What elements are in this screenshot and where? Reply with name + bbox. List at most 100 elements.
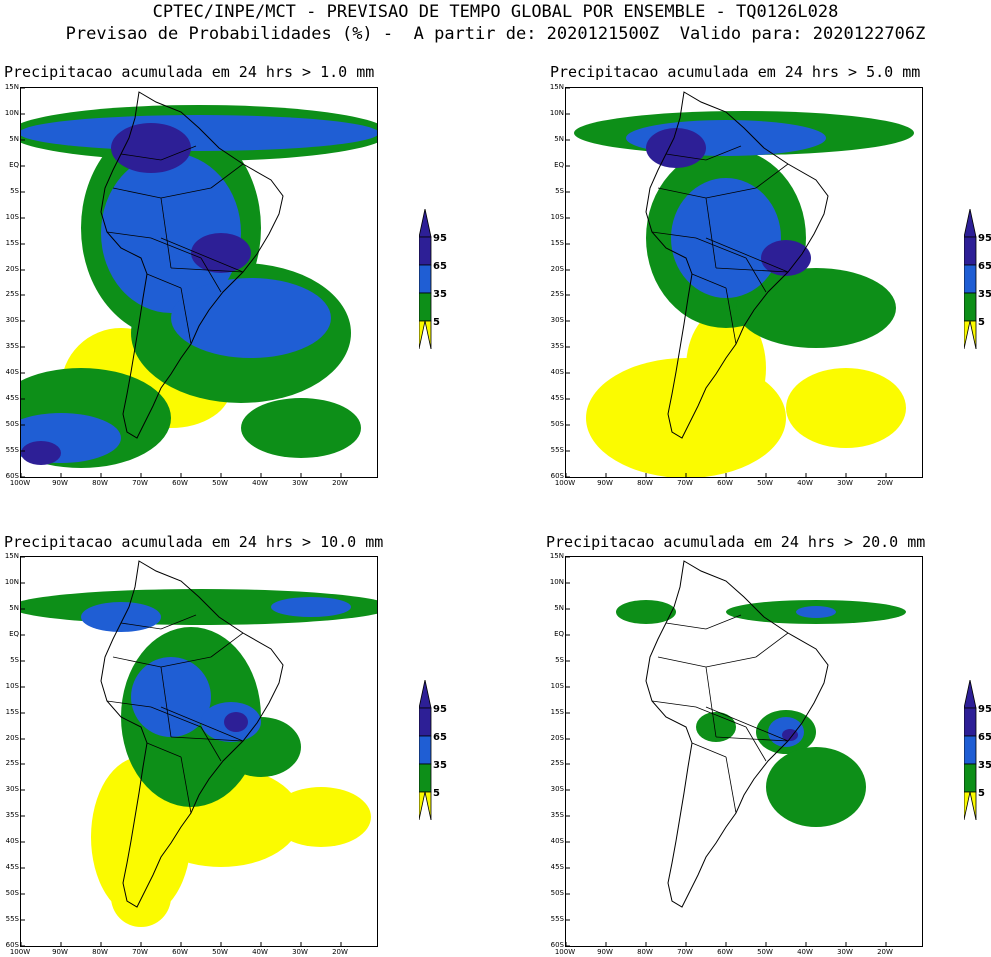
lat-label: 5N <box>554 135 564 143</box>
legend-level-label: 35 <box>978 760 991 771</box>
coastline <box>100 91 284 439</box>
lat-label: 10N <box>4 578 19 586</box>
legend-level-label: 35 <box>978 289 991 300</box>
panel-3-title: Precipitacao acumulada em 24 hrs > 10.0 … <box>4 533 384 551</box>
lat-label: 60S <box>5 941 19 949</box>
lat-label: 30S <box>5 316 19 324</box>
lon-label: 90W <box>597 948 613 956</box>
panel-2-title: Precipitacao acumulada em 24 hrs > 5.0 m… <box>550 63 921 81</box>
lon-label: 100W <box>9 479 31 487</box>
legend-level-label: 65 <box>433 732 447 743</box>
prob-area-95 <box>21 441 61 465</box>
map-svg-p3 <box>21 557 377 946</box>
lat-label: 55S <box>550 915 564 923</box>
country-border <box>160 237 244 273</box>
map-panel-2 <box>565 87 923 478</box>
legend-panel-1: 95 65 35 5 <box>418 208 459 350</box>
prob-area-95 <box>646 128 706 168</box>
legend-level-label: 35 <box>433 289 447 300</box>
lon-label: 50W <box>212 948 228 956</box>
lat-label: 10N <box>549 109 564 117</box>
prob-area-95 <box>224 712 248 732</box>
lat-label: 55S <box>5 915 19 923</box>
lat-label: EQ <box>9 630 19 638</box>
legend-arrow-top <box>963 679 977 709</box>
prob-area-35 <box>696 712 736 742</box>
legend-swatch <box>418 264 432 294</box>
lat-label: 55S <box>5 446 19 454</box>
header-title-line2: Previsao de Probabilidades (%) - A parti… <box>65 24 926 44</box>
lat-label: 30S <box>550 316 564 324</box>
country-border <box>705 706 789 742</box>
country-border <box>725 287 737 345</box>
lon-label: 20W <box>877 948 893 956</box>
lat-label: 25S <box>5 759 19 767</box>
country-border <box>160 706 244 742</box>
prob-area-95 <box>111 123 191 173</box>
legend-level-label: 95 <box>978 704 991 715</box>
prob-area-65 <box>81 602 161 632</box>
country-border <box>705 197 717 269</box>
lon-label: 90W <box>52 948 68 956</box>
lon-label: 30W <box>292 948 308 956</box>
legend-level-label: 5 <box>978 788 985 799</box>
country-border <box>745 257 767 293</box>
lon-label: 20W <box>332 479 348 487</box>
lon-label: 20W <box>877 479 893 487</box>
lon-label: 80W <box>92 948 108 956</box>
prob-area-65 <box>131 657 211 737</box>
lat-label: 35S <box>5 811 19 819</box>
lat-label: 5S <box>555 187 564 195</box>
prob-area-35 <box>736 268 896 348</box>
lat-label: 35S <box>5 342 19 350</box>
lat-label: 40S <box>5 368 19 376</box>
legend-arrow-top <box>418 208 432 238</box>
legend-swatch <box>963 236 977 266</box>
map-panel-4 <box>565 556 923 947</box>
legend-level-label: 95 <box>433 704 447 715</box>
lat-label: 35S <box>550 811 564 819</box>
legend-level-label: 5 <box>433 317 440 328</box>
country-border <box>705 237 789 273</box>
lat-label: 10N <box>549 578 564 586</box>
lat-label: 40S <box>550 368 564 376</box>
lat-label: 45S <box>550 394 564 402</box>
lon-label: 60W <box>172 479 188 487</box>
lon-label: 50W <box>212 479 228 487</box>
coastline <box>645 560 829 908</box>
lat-label: 10S <box>550 682 564 690</box>
lat-label: 10N <box>4 109 19 117</box>
country-border <box>170 267 244 273</box>
lat-label: 50S <box>550 889 564 897</box>
legend-level-label: 65 <box>978 732 991 743</box>
lat-label: 15S <box>550 239 564 247</box>
country-border <box>170 736 244 742</box>
country-border <box>691 273 727 289</box>
lon-label: 70W <box>132 948 148 956</box>
country-border <box>651 700 747 728</box>
legend-panel-3: 95 65 35 5 <box>418 679 459 821</box>
lon-label: 40W <box>797 948 813 956</box>
lat-label: 15S <box>550 708 564 716</box>
prob-area-5 <box>786 368 906 448</box>
country-border <box>200 726 222 762</box>
lat-label: 5N <box>9 604 19 612</box>
prob-area-5 <box>686 308 766 428</box>
lon-label: 70W <box>677 479 693 487</box>
lat-label: 30S <box>550 785 564 793</box>
country-border <box>180 756 192 814</box>
prob-area-95 <box>782 729 798 741</box>
legend-swatch <box>418 236 432 266</box>
lon-label: 100W <box>9 948 31 956</box>
lat-label: 50S <box>5 420 19 428</box>
prob-area-5 <box>271 787 371 847</box>
map-svg-p4 <box>566 557 906 946</box>
country-border <box>691 742 727 758</box>
legend-swatch <box>963 292 977 322</box>
country-border <box>665 145 742 161</box>
prob-area-65 <box>21 115 377 151</box>
legend-svg <box>418 208 432 350</box>
lat-label: 10S <box>5 682 19 690</box>
legend-level-label: 95 <box>978 233 991 244</box>
lon-label: 30W <box>292 479 308 487</box>
